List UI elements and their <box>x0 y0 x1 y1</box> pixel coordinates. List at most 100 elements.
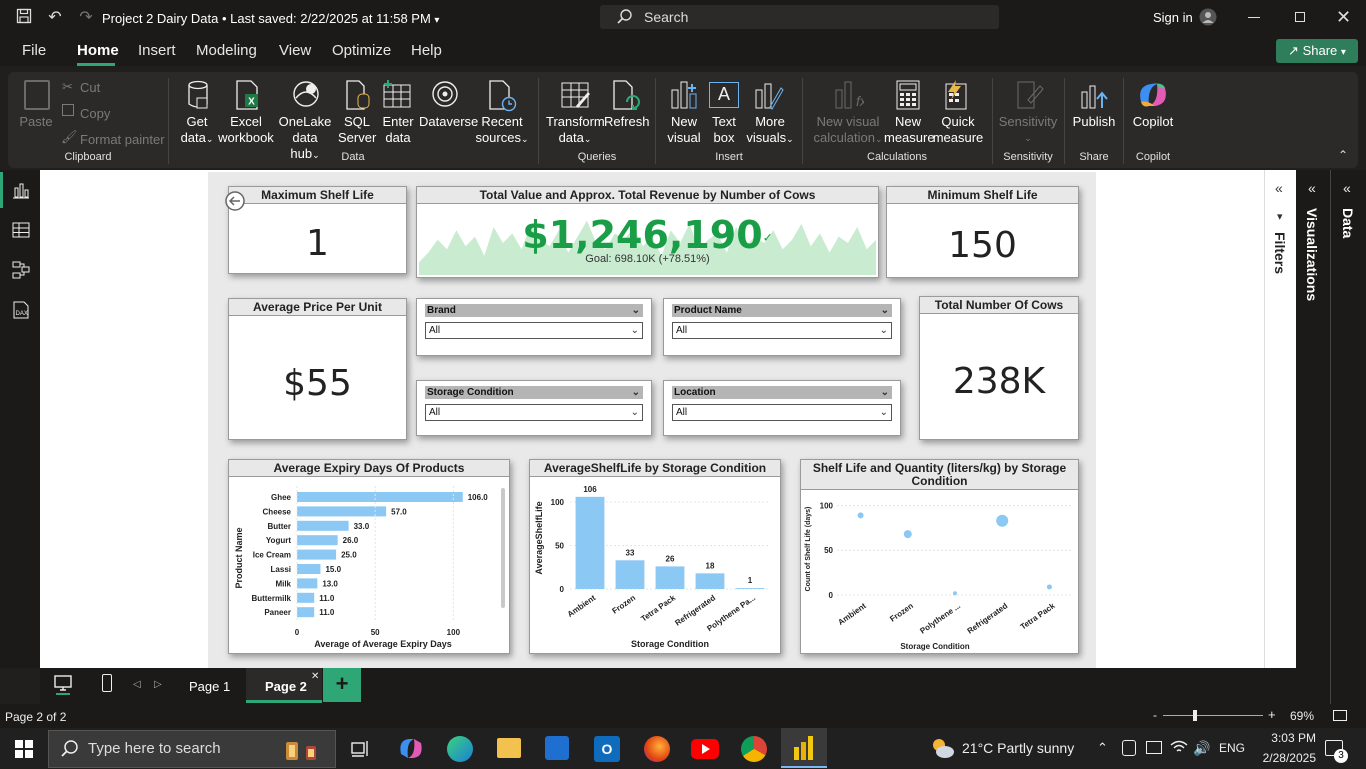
format-painter-button[interactable]: Format painter <box>80 132 165 147</box>
zoom-slider-thumb[interactable] <box>1193 710 1197 721</box>
slicer-storage-condition[interactable]: Storage Condition ⌄ All ⌄ <box>416 380 652 436</box>
wifi-icon[interactable] <box>1170 738 1188 756</box>
data-pane[interactable]: « Data <box>1330 170 1366 704</box>
zoom-in-icon[interactable]: + <box>1268 707 1276 722</box>
card-max-shelf-life[interactable]: Maximum Shelf Life 1 <box>228 186 407 274</box>
transform-data-button[interactable]: Transform data⌄ <box>546 114 605 145</box>
menu-file[interactable]: File <box>22 42 47 59</box>
outlook-icon[interactable]: O <box>594 736 620 762</box>
firefox-icon[interactable] <box>644 736 670 762</box>
file-explorer-icon[interactable] <box>497 738 521 758</box>
publish-button[interactable]: Publish <box>1072 114 1116 129</box>
text-box-button[interactable]: Text box <box>712 114 736 145</box>
slicer-dropdown[interactable]: All ⌄ <box>672 404 892 421</box>
close-page-icon[interactable]: ✕ <box>311 671 320 682</box>
expand-data-icon[interactable]: « <box>1343 180 1351 196</box>
filters-label[interactable]: Filters <box>1272 232 1288 275</box>
mobile-layout-icon[interactable] <box>102 674 112 692</box>
filters-pane[interactable]: « ▾ Filters <box>1264 170 1296 668</box>
copilot-button[interactable]: Copilot <box>1132 114 1174 129</box>
sql-server-button[interactable]: SQL Server <box>338 114 377 145</box>
chart-average-expiry-days[interactable]: Average Expiry Days Of Products Ghee 106.… <box>228 459 510 654</box>
new-visual-button[interactable]: New visual <box>667 114 701 145</box>
undo-icon[interactable]: ↶ <box>48 9 62 26</box>
menu-home[interactable]: Home <box>77 42 119 59</box>
collapse-ribbon-icon[interactable]: ⌃ <box>1338 148 1349 162</box>
clock-date[interactable]: 2/28/2025 <box>1262 751 1316 765</box>
add-page-button[interactable]: + <box>323 668 361 702</box>
maximize-icon[interactable] <box>1295 12 1305 22</box>
get-data-button[interactable]: Get data⌄ <box>180 114 214 145</box>
document-title[interactable]: Project 2 Dairy Data • Last saved: 2/22/… <box>102 11 440 26</box>
slicer-brand[interactable]: Brand ⌄ All ⌄ <box>416 298 652 356</box>
visualizations-label[interactable]: Visualizations <box>1304 208 1320 302</box>
more-visuals-button[interactable]: More visuals⌄ <box>746 114 794 145</box>
excel-workbook-button[interactable]: Excel workbook <box>218 114 274 145</box>
chart-average-shelf-life[interactable]: AverageShelfLife by Storage Condition 0 5… <box>529 459 781 654</box>
close-icon[interactable]: ✕ <box>1336 7 1352 27</box>
dataverse-button[interactable]: Dataverse <box>419 114 479 129</box>
chrome-icon[interactable] <box>741 736 767 762</box>
edge-icon[interactable] <box>447 736 473 762</box>
enter-data-button[interactable]: Enter data <box>382 114 414 145</box>
page-tab-2[interactable]: Page 2 <box>265 679 307 694</box>
share-button[interactable]: ↗ Share ▾ <box>1276 39 1358 63</box>
slicer-dropdown[interactable]: All ⌄ <box>425 322 643 339</box>
menu-view[interactable]: View <box>279 42 312 59</box>
previous-page-icon[interactable]: ◁ <box>133 679 141 690</box>
copy-button[interactable]: Copy <box>80 106 111 121</box>
new-visual-calculation-button[interactable]: New visual calculation⌄ <box>813 114 883 145</box>
recent-sources-button[interactable]: Recent sources⌄ <box>475 114 529 145</box>
onelake-data-hub-button[interactable]: OneLake data hub⌄ <box>278 114 332 161</box>
input-language[interactable]: ENG <box>1219 741 1246 755</box>
battery-icon[interactable] <box>1146 741 1162 754</box>
refresh-button[interactable]: Refresh <box>604 114 650 129</box>
zoom-out-icon[interactable]: - <box>1153 708 1157 722</box>
chart-scrollbar[interactable] <box>501 488 505 608</box>
card-total-cows[interactable]: Total Number Of Cows 238K <box>919 296 1079 440</box>
microsoft-store-icon[interactable] <box>545 736 569 760</box>
fit-to-page-icon[interactable] <box>1333 710 1347 721</box>
show-hidden-icons[interactable]: ⌃ <box>1097 740 1108 755</box>
collapse-filters-icon[interactable]: « <box>1275 180 1283 196</box>
youtube-icon[interactable] <box>691 739 719 759</box>
new-measure-button[interactable]: New measure <box>884 114 935 145</box>
data-label[interactable]: Data <box>1340 208 1356 239</box>
meet-now-icon[interactable] <box>1122 740 1136 756</box>
weather-status[interactable]: 21°C Partly sunny <box>962 740 1075 756</box>
visualizations-pane[interactable]: « Visualizations <box>1296 170 1330 704</box>
desktop-layout-icon[interactable] <box>54 675 72 691</box>
back-arrow-icon[interactable] <box>225 191 245 211</box>
slicer-product-name[interactable]: Product Name ⌄ All ⌄ <box>663 298 901 356</box>
expand-visualizations-icon[interactable]: « <box>1308 180 1316 196</box>
sensitivity-button[interactable]: Sensitivity ⌄ <box>996 114 1060 146</box>
redo-icon[interactable]: ↷ <box>79 9 93 26</box>
slicer-location[interactable]: Location ⌄ All ⌄ <box>663 380 901 436</box>
zoom-slider[interactable] <box>1163 715 1263 716</box>
minimize-icon[interactable] <box>1248 17 1260 18</box>
clock-time[interactable]: 3:03 PM <box>1271 731 1316 745</box>
account-icon[interactable] <box>1199 8 1217 26</box>
page-tab-1[interactable]: Page 1 <box>189 679 231 694</box>
search-box[interactable] <box>600 5 999 29</box>
paste-button[interactable]: Paste <box>19 114 53 129</box>
kpi-total-value[interactable]: Total Value and Approx. Total Revenue by… <box>416 186 879 278</box>
card-min-shelf-life[interactable]: Minimum Shelf Life 150 <box>886 186 1079 278</box>
quick-measure-button[interactable]: Quick measure <box>932 114 984 145</box>
save-icon[interactable] <box>14 8 34 28</box>
model-view-icon[interactable] <box>12 261 30 279</box>
menu-help[interactable]: Help <box>411 42 442 59</box>
report-view-icon[interactable] <box>12 181 30 199</box>
menu-optimize[interactable]: Optimize <box>332 42 392 59</box>
slicer-dropdown[interactable]: All ⌄ <box>425 404 643 421</box>
table-view-icon[interactable] <box>12 221 30 239</box>
windows-start-icon[interactable] <box>15 740 33 758</box>
menu-insert[interactable]: Insert <box>138 42 176 59</box>
power-bi-icon[interactable] <box>793 735 815 761</box>
chevron-down-icon[interactable]: ▾ <box>434 15 440 26</box>
chart-shelf-life-quantity[interactable]: Shelf Life and Quantity (liters/kg) by S… <box>800 459 1079 654</box>
menu-modeling[interactable]: Modeling <box>196 42 257 59</box>
card-average-price[interactable]: Average Price Per Unit $55 <box>228 298 407 440</box>
sign-in-link[interactable]: Sign in <box>1153 10 1193 25</box>
volume-icon[interactable]: 🔊 <box>1193 740 1211 756</box>
